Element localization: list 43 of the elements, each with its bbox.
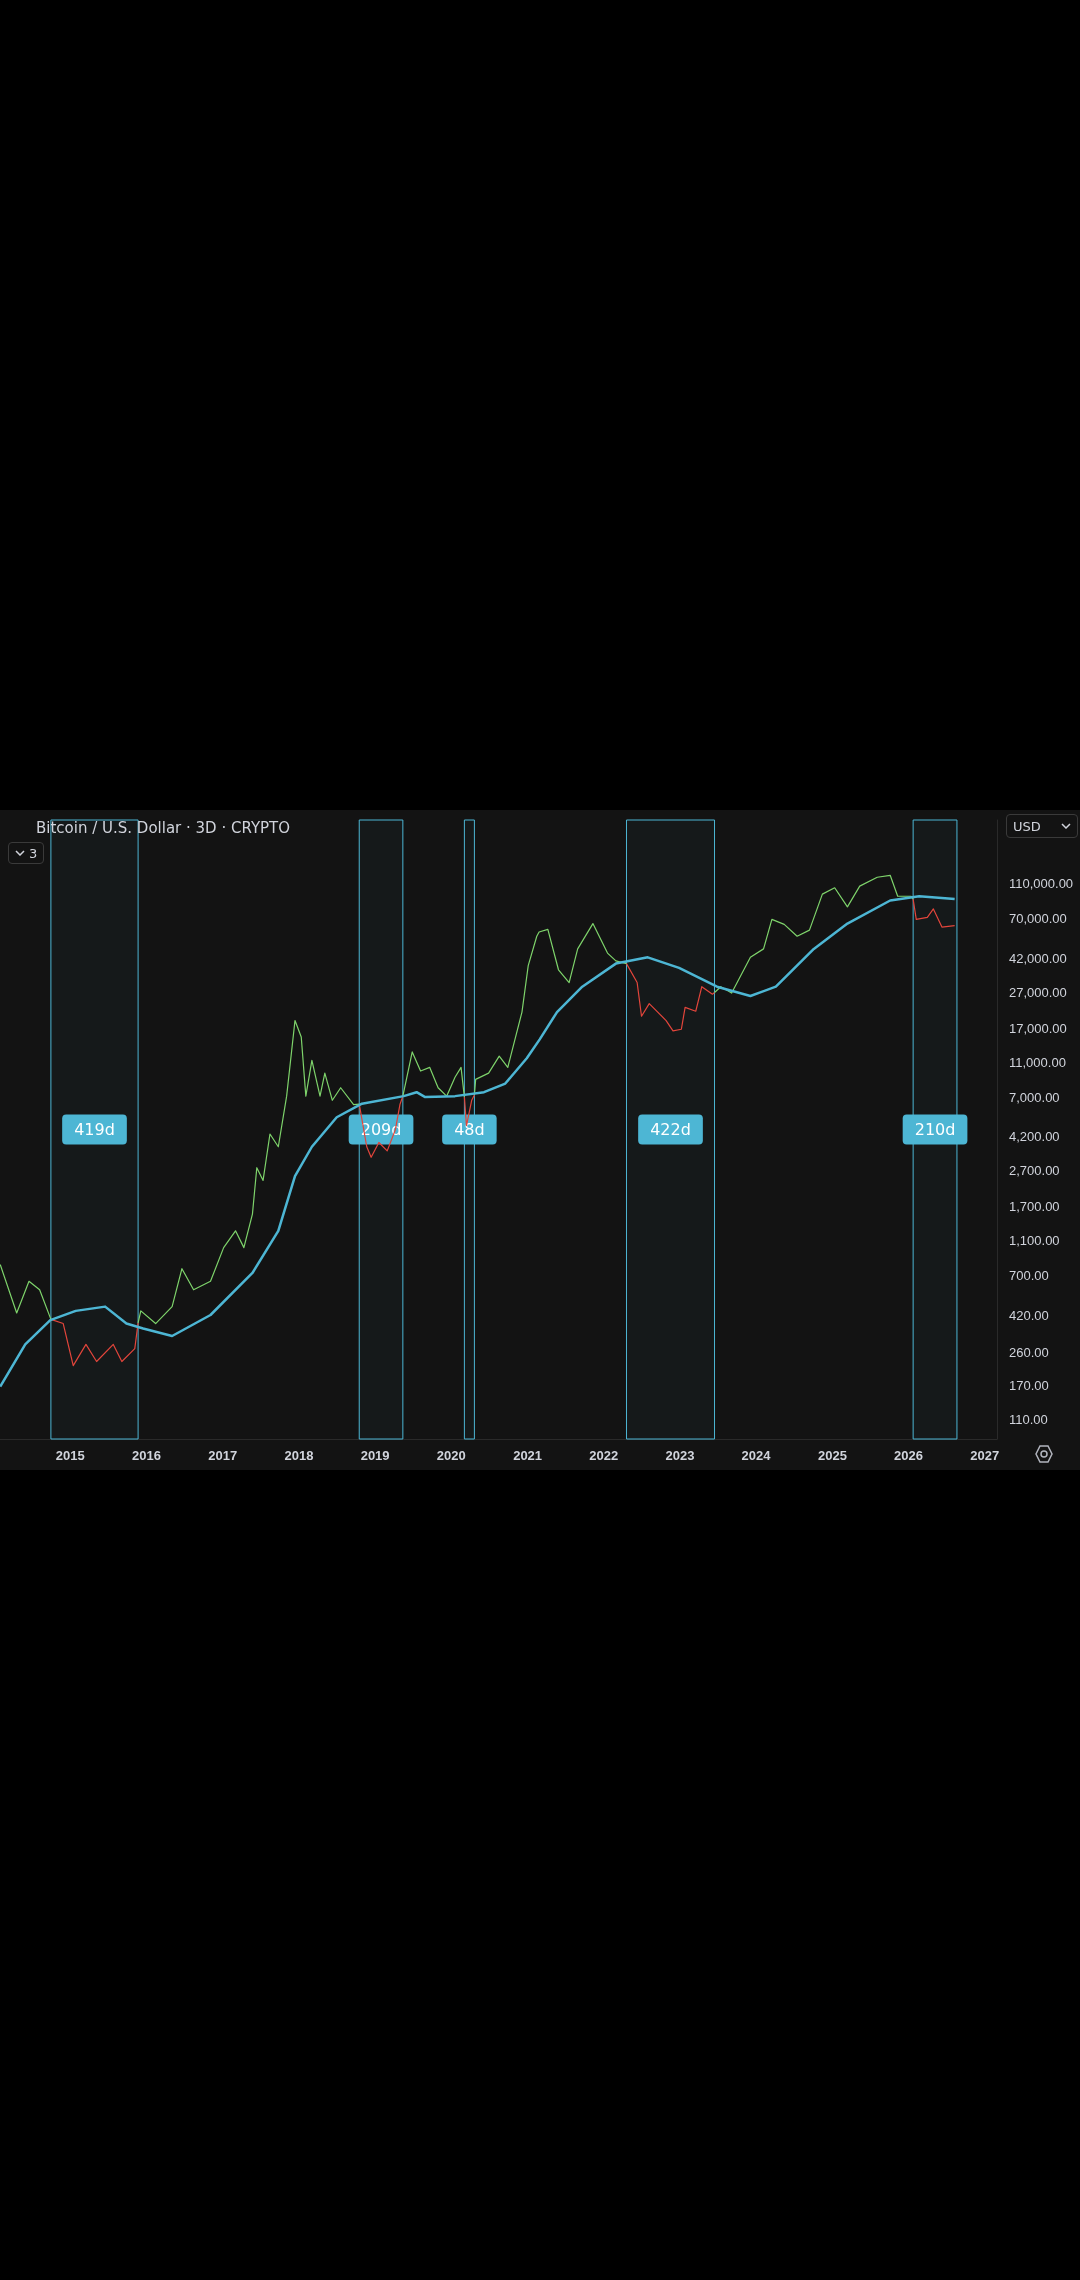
text: USD [1013,818,1041,834]
line-series [0,894,956,1388]
x-tick-label: 2023 [665,1448,695,1463]
y-tick-label: 420.00 [1009,1307,1049,1323]
y-tick-label: 110,000.00 [1009,876,1074,892]
y-tick-label: 700.00 [1009,1268,1049,1284]
x-tick-label: 2015 [55,1448,85,1463]
y-tick-label: 17,000.00 [1009,1020,1067,1036]
y-tick-label: 170.00 [1009,1377,1049,1393]
line-series [0,1263,52,1320]
x-tick-label: 2021 [513,1448,543,1463]
y-tick-label: 110.00 [1009,1411,1048,1427]
band-label: 210d [914,1120,956,1139]
x-tick-label: 2024 [741,1448,772,1463]
band-label: 419d [74,1120,115,1139]
line-series [912,898,956,928]
y-tick-label: 1,700.00 [1009,1199,1060,1215]
x-tick-label: 2027 [970,1448,1000,1463]
x-tick-label: 2022 [589,1448,619,1463]
y-tick-label: 7,000.00 [1009,1089,1060,1105]
annotation: 3 [29,845,38,861]
y-tick-label: 4,200.00 [1009,1129,1060,1145]
line-series [137,1019,360,1325]
y-tick-label: 260.00 [1009,1344,1049,1360]
y-tick-label: 1,100.00 [1009,1233,1060,1249]
line-series [713,874,914,994]
band-label: 48d [454,1120,485,1139]
x-tick-label: 2026 [894,1448,924,1463]
y-tick-label: 42,000.00 [1009,950,1067,966]
line-series [625,963,716,1032]
y-tick-label: 70,000.00 [1009,911,1067,927]
x-tick-label: 2019 [360,1448,390,1463]
x-tick-label: 2016 [131,1448,161,1463]
x-tick-label: 2017 [208,1448,238,1463]
band-label: 422d [650,1120,691,1139]
y-tick-label: 2,700.00 [1009,1163,1060,1179]
x-tick-label: 2018 [284,1448,314,1463]
y-tick-label: 27,000.00 [1009,985,1067,1000]
line-series [50,1318,139,1367]
line-series [402,1051,465,1098]
x-tick-label: 2025 [817,1448,847,1463]
x-tick-label: 2020 [436,1448,466,1463]
y-tick-label: 11,000.00 [1009,1054,1066,1070]
